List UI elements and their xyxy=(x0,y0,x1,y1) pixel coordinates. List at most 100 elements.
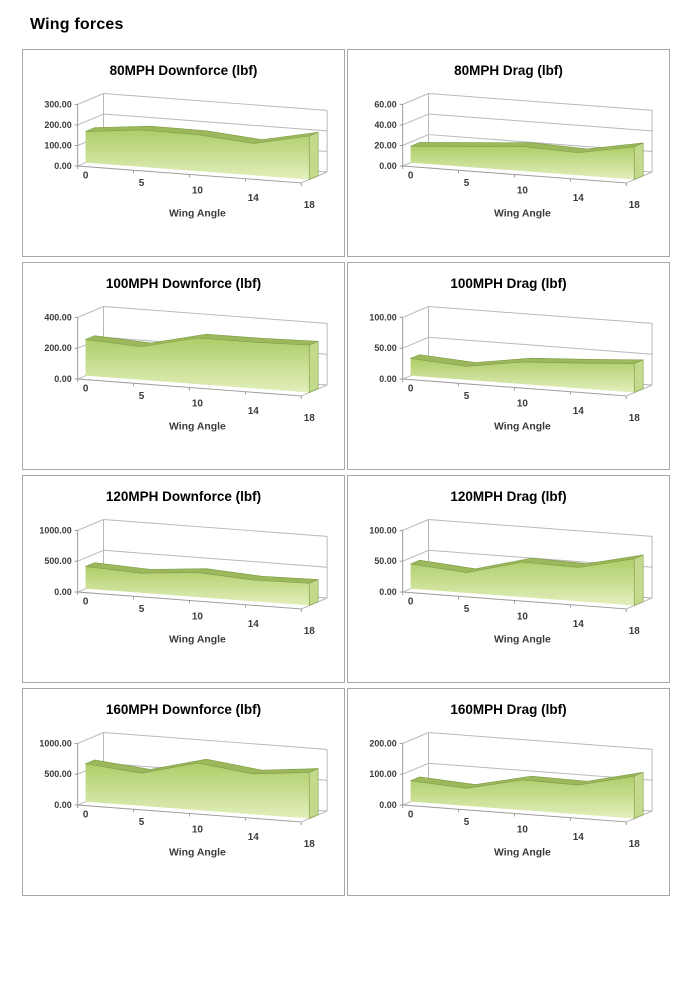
x-axis-tick-label: 10 xyxy=(517,611,529,622)
y-axis-tick-label: 50.00 xyxy=(374,343,396,353)
chart-title: 80MPH Downforce (lbf) xyxy=(109,63,258,78)
x-axis-tick-label: 5 xyxy=(139,604,145,615)
x-axis-tick-label: 5 xyxy=(464,817,470,828)
y-axis-tick-label: 0.00 xyxy=(379,374,396,384)
chart-title: 120MPH Drag (lbf) xyxy=(450,489,567,504)
x-axis-tick-label: 5 xyxy=(464,178,470,189)
chart-box[interactable]: 120MPH Drag (lbf) 0.00 50.00 100.00 0 5 10 14 18… xyxy=(347,475,670,683)
x-axis-tick-label: 10 xyxy=(192,398,204,409)
chart-box[interactable]: 160MPH Downforce (lbf) 0.00 500.00 1000.00 0… xyxy=(22,688,345,896)
x-axis-tick-label: 0 xyxy=(83,171,89,182)
x-axis-tick-label: 14 xyxy=(573,193,585,204)
chart-box[interactable]: 160MPH Drag (lbf) 0.00 100.00 200.00 0 5 10 14 1… xyxy=(347,688,670,896)
y-axis-tick-label: 400.00 xyxy=(44,312,71,322)
x-axis-tick-label: 18 xyxy=(629,626,641,637)
page-title: Wing forces xyxy=(30,16,124,33)
chart-plot-area[interactable]: 0.00 20.00 40.00 60.00 0 5 10 14 18 Wing Angle xyxy=(348,86,669,256)
x-axis-tick-label: 14 xyxy=(248,619,260,630)
chart-title: 100MPH Downforce (lbf) xyxy=(105,276,262,291)
chart-plot-area[interactable]: 0.00 100.00 200.00 0 5 10 14 18 Wing Angle xyxy=(348,725,669,895)
x-axis-tick-label: 14 xyxy=(248,832,260,843)
x-axis-title: Wing Angle xyxy=(494,848,551,859)
chart-title: 80MPH Drag (lbf) xyxy=(454,63,563,78)
chart-plot-area[interactable]: 0.00 50.00 100.00 0 5 10 14 18 Wing Angle xyxy=(348,299,669,469)
chart-plot-area[interactable]: 0.00 500.00 1000.00 0 5 10 14 18 Wing Angle xyxy=(23,725,344,895)
x-axis-tick-label: 0 xyxy=(408,384,414,395)
y-axis-tick-label: 100.00 xyxy=(44,140,71,150)
y-axis-tick-label: 0.00 xyxy=(54,800,71,810)
x-axis-tick-label: 10 xyxy=(517,398,529,409)
y-axis-tick-label: 200.00 xyxy=(44,120,71,130)
x-axis-tick-label: 0 xyxy=(408,597,414,608)
x-axis-tick-label: 18 xyxy=(629,839,641,850)
y-axis-tick-label: 1000.00 xyxy=(39,738,71,748)
x-axis-title: Wing Angle xyxy=(169,635,226,646)
y-axis-tick-label: 500.00 xyxy=(44,769,71,779)
x-axis-tick-label: 18 xyxy=(304,413,316,424)
y-axis-tick-label: 60.00 xyxy=(374,99,396,109)
x-axis-title: Wing Angle xyxy=(169,209,226,220)
x-axis-tick-label: 18 xyxy=(629,413,641,424)
chart-box[interactable]: 100MPH Downforce (lbf) 0.00 200.00 400.00 0 5… xyxy=(22,262,345,470)
x-axis-tick-label: 5 xyxy=(139,817,145,828)
x-axis-tick-label: 5 xyxy=(139,391,145,402)
x-axis-tick-label: 5 xyxy=(464,604,470,615)
x-axis-title: Wing Angle xyxy=(494,422,551,433)
x-axis-tick-label: 18 xyxy=(304,200,316,211)
chart-plot-area[interactable]: 0.00 500.00 1000.00 0 5 10 14 18 Wing Angle xyxy=(23,512,344,682)
x-axis-title: Wing Angle xyxy=(169,848,226,859)
y-axis-tick-label: 40.00 xyxy=(374,120,396,130)
y-axis-tick-label: 0.00 xyxy=(379,800,396,810)
x-axis-tick-label: 10 xyxy=(517,824,529,835)
chart-box[interactable]: 120MPH Downforce (lbf) 0.00 500.00 1000.00 0… xyxy=(22,475,345,683)
x-axis-tick-label: 14 xyxy=(573,619,585,630)
x-axis-tick-label: 14 xyxy=(573,406,585,417)
y-axis-tick-label: 100.00 xyxy=(369,312,396,322)
x-axis-tick-label: 10 xyxy=(517,185,529,196)
x-axis-tick-label: 18 xyxy=(304,839,316,850)
x-axis-tick-label: 0 xyxy=(83,810,89,821)
charts-grid: 80MPH Downforce (lbf) 0.00 100.00 200.00 300… xyxy=(22,49,698,896)
x-axis-tick-label: 5 xyxy=(139,178,145,189)
chart-box[interactable]: 100MPH Drag (lbf) 0.00 50.00 100.00 0 5 10 14 18… xyxy=(347,262,670,470)
y-axis-tick-label: 200.00 xyxy=(44,343,71,353)
x-axis-tick-label: 18 xyxy=(304,626,316,637)
x-axis-tick-label: 0 xyxy=(83,384,89,395)
y-axis-tick-label: 100.00 xyxy=(369,769,396,779)
x-axis-tick-label: 10 xyxy=(192,611,204,622)
x-axis-tick-label: 0 xyxy=(408,810,414,821)
chart-plot-area[interactable]: 0.00 200.00 400.00 0 5 10 14 18 Wing Angle xyxy=(23,299,344,469)
y-axis-tick-label: 300.00 xyxy=(44,99,71,109)
y-axis-tick-label: 0.00 xyxy=(54,374,71,384)
x-axis-tick-label: 10 xyxy=(192,824,204,835)
y-axis-tick-label: 50.00 xyxy=(374,556,396,566)
x-axis-title: Wing Angle xyxy=(494,635,551,646)
y-axis-tick-label: 0.00 xyxy=(379,161,396,171)
chart-title: 120MPH Downforce (lbf) xyxy=(105,489,262,504)
y-axis-tick-label: 500.00 xyxy=(44,556,71,566)
x-axis-tick-label: 0 xyxy=(83,597,89,608)
x-axis-tick-label: 18 xyxy=(629,200,641,211)
y-axis-tick-label: 200.00 xyxy=(369,738,396,748)
chart-plot-area[interactable]: 0.00 100.00 200.00 300.00 0 5 10 14 18 Wing Angle xyxy=(23,86,344,256)
chart-title: 160MPH Drag (lbf) xyxy=(450,702,567,717)
x-axis-tick-label: 10 xyxy=(192,185,204,196)
chart-title: 100MPH Drag (lbf) xyxy=(450,276,567,291)
y-axis-tick-label: 0.00 xyxy=(54,587,71,597)
x-axis-tick-label: 14 xyxy=(248,193,260,204)
y-axis-tick-label: 20.00 xyxy=(374,140,396,150)
x-axis-tick-label: 14 xyxy=(573,832,585,843)
chart-plot-area[interactable]: 0.00 50.00 100.00 0 5 10 14 18 Wing Angle xyxy=(348,512,669,682)
y-axis-tick-label: 0.00 xyxy=(54,161,71,171)
chart-box[interactable]: 80MPH Downforce (lbf) 0.00 100.00 200.00 300… xyxy=(22,49,345,257)
x-axis-tick-label: 0 xyxy=(408,171,414,182)
y-axis-tick-label: 100.00 xyxy=(369,525,396,535)
x-axis-tick-label: 5 xyxy=(464,391,470,402)
y-axis-tick-label: 1000.00 xyxy=(39,525,71,535)
chart-title: 160MPH Downforce (lbf) xyxy=(105,702,262,717)
x-axis-tick-label: 14 xyxy=(248,406,260,417)
chart-box[interactable]: 80MPH Drag (lbf) 0.00 20.00 40.00 60.00 0 5 10 1… xyxy=(347,49,670,257)
y-axis-tick-label: 0.00 xyxy=(379,587,396,597)
x-axis-title: Wing Angle xyxy=(169,422,226,433)
x-axis-title: Wing Angle xyxy=(494,209,551,220)
